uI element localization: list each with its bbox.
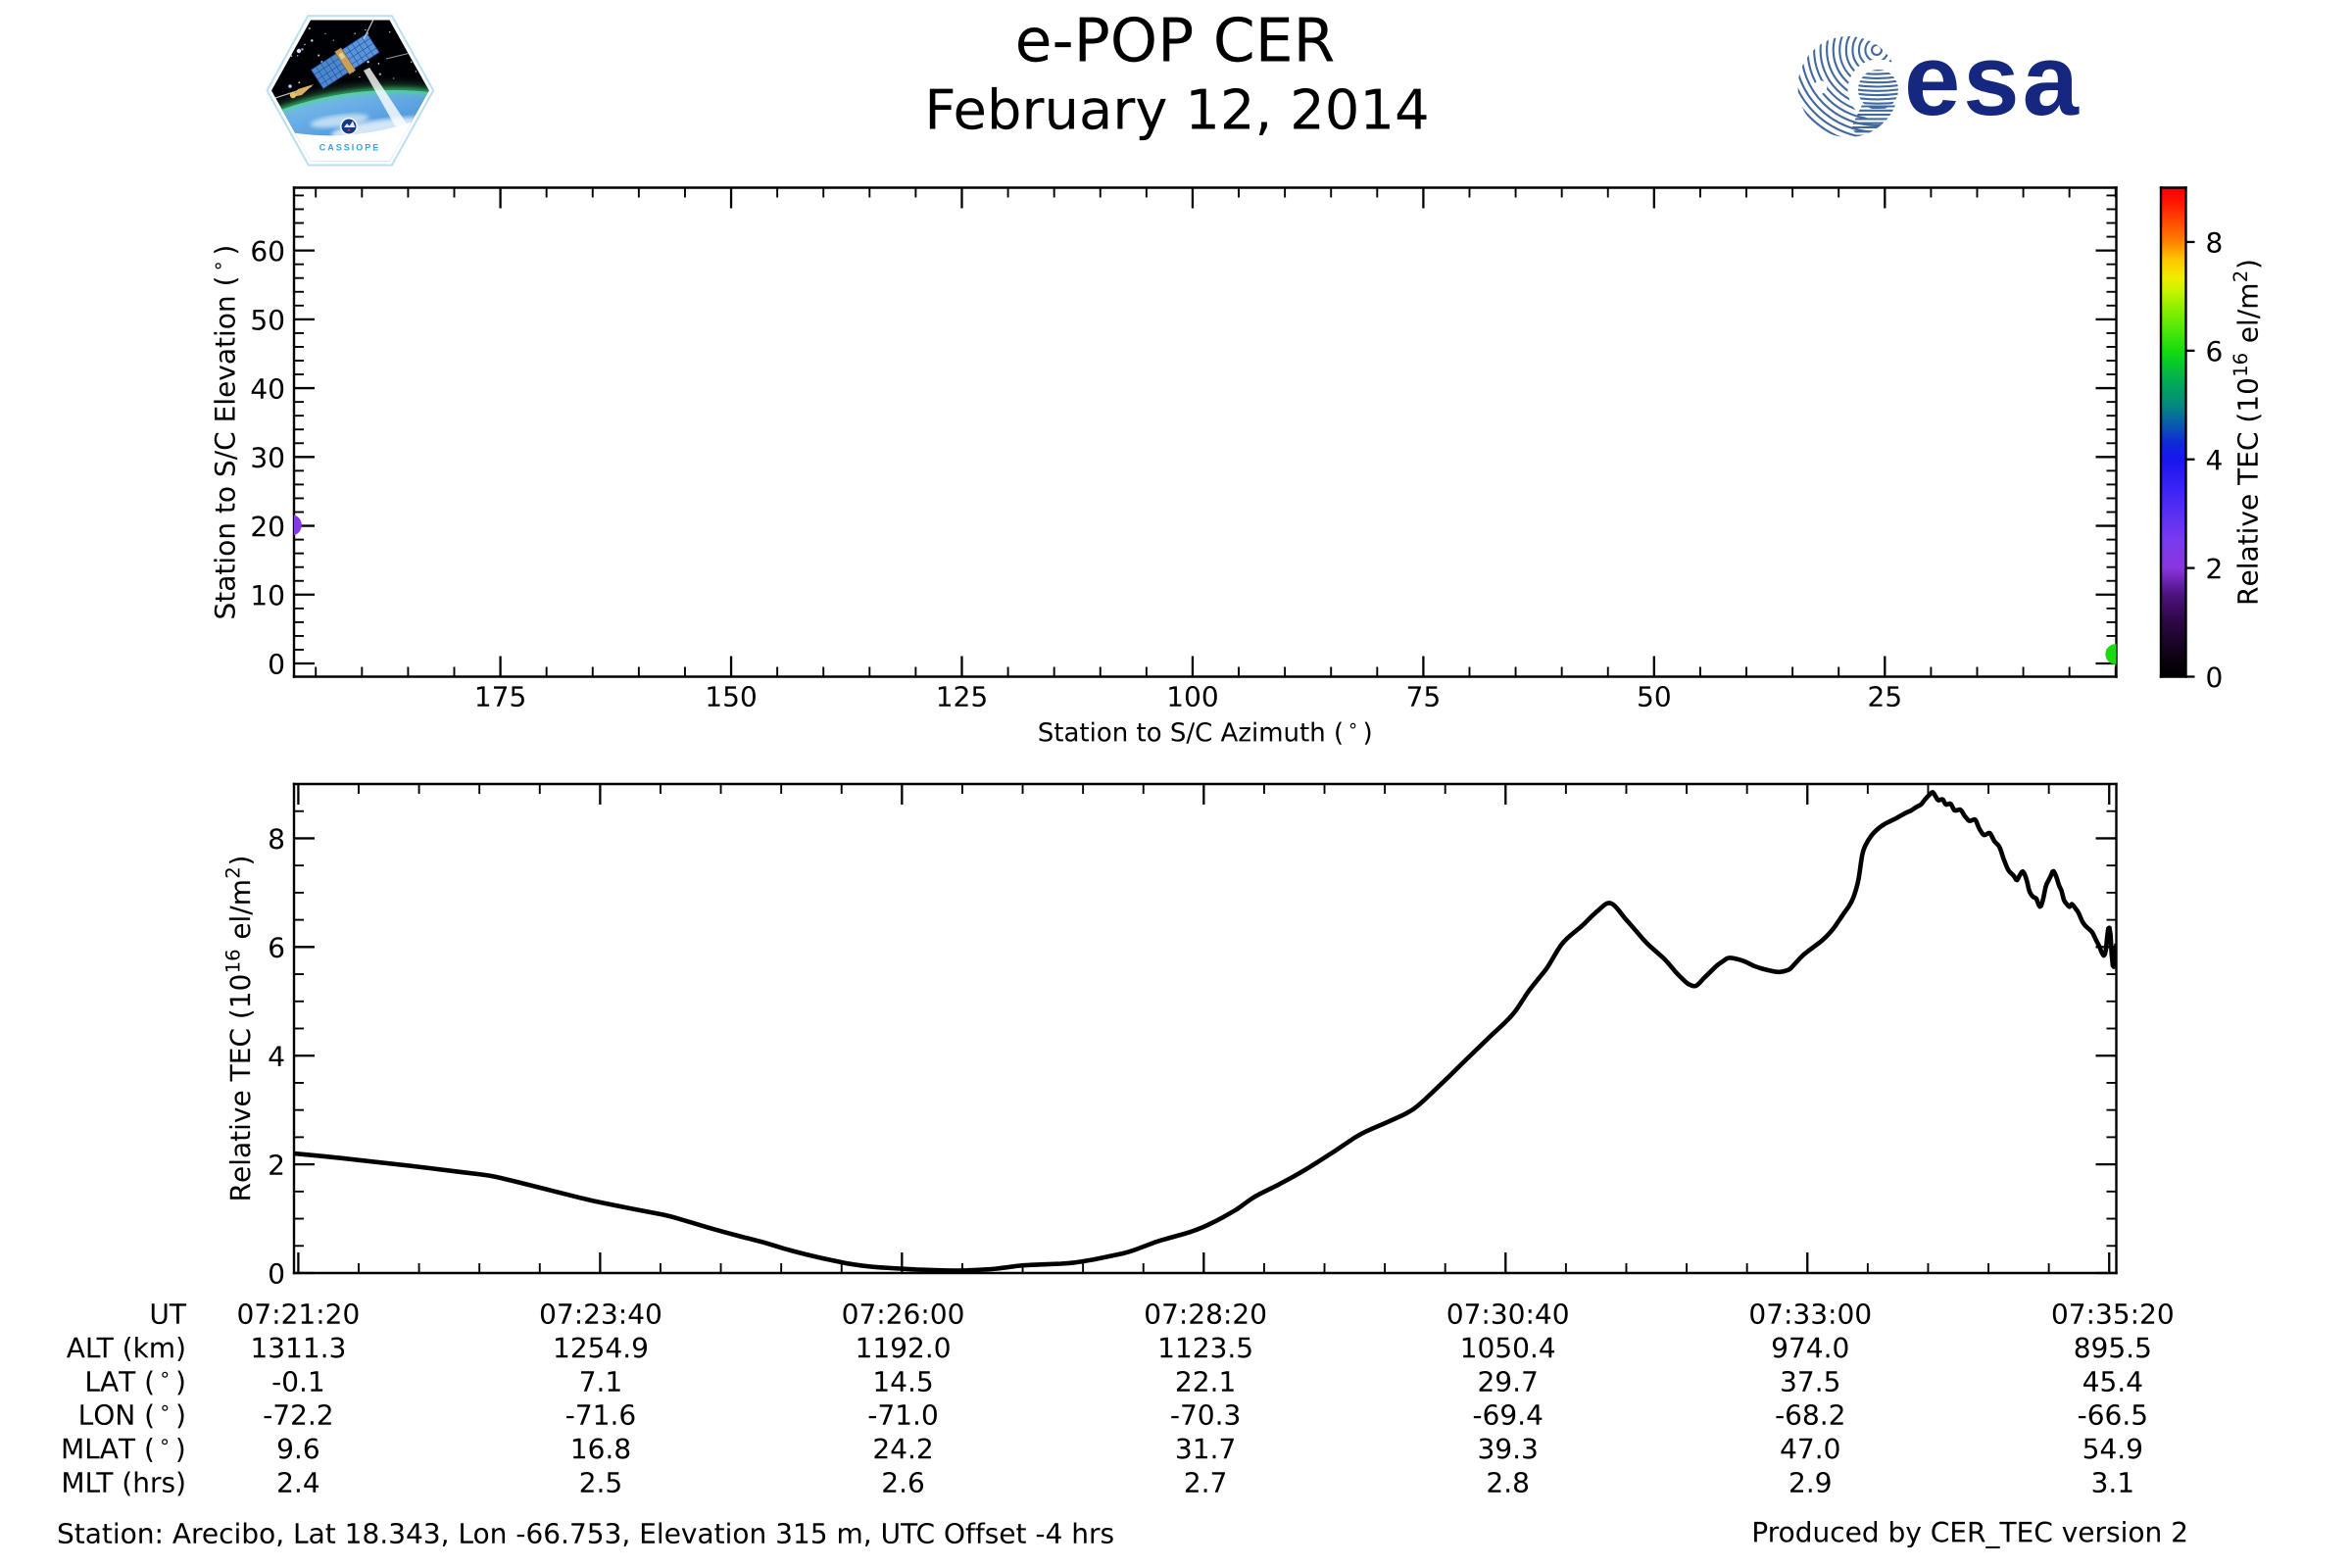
svg-text:esa: esa — [1904, 24, 2082, 136]
svg-text:CASSIOPE: CASSIOPE — [319, 143, 381, 153]
